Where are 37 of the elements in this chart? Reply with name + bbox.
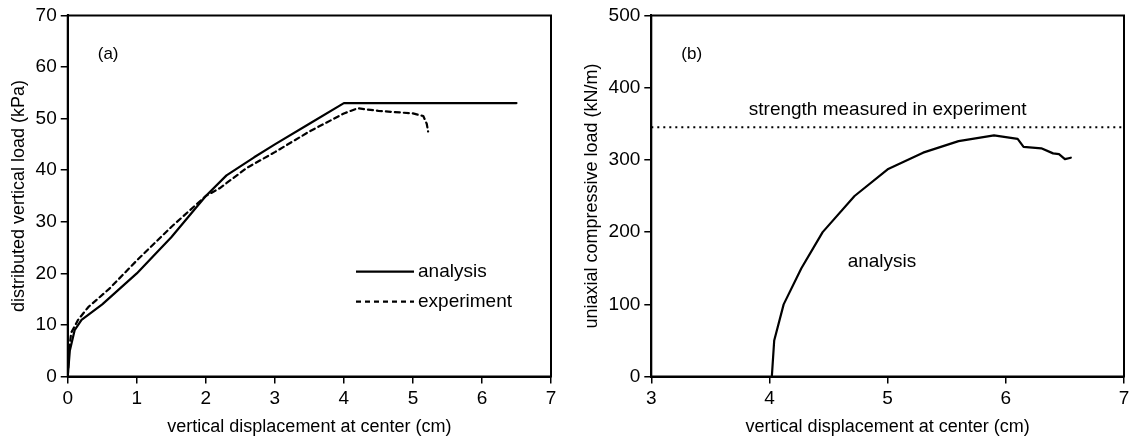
- x-tick-label: 3: [646, 387, 657, 409]
- x-tick-label: 3: [269, 387, 281, 409]
- y-tick-label: 0: [629, 364, 641, 386]
- x-axis-title: vertical displacement at center (cm): [745, 416, 1030, 437]
- x-tick-label: 5: [882, 387, 893, 409]
- ref-line-label: strength measured in experiment: [748, 98, 1028, 120]
- y-tick-label: 100: [608, 292, 641, 314]
- y-axis-title: distributed vertical load (kPa): [7, 79, 28, 313]
- x-tick-label: 1: [131, 387, 143, 409]
- x-tick-label: 2: [200, 387, 212, 409]
- x-axis-title: vertical displacement at center (cm): [167, 416, 452, 437]
- series-label: analysis: [847, 250, 917, 272]
- text: (b): [681, 43, 703, 63]
- y-tick-label: 60: [35, 55, 57, 77]
- legend-label: experiment: [418, 289, 513, 311]
- y-tick-label: 300: [608, 148, 641, 170]
- y-tick-label: 40: [35, 158, 57, 180]
- x-tick-label: 6: [476, 387, 488, 409]
- y-tick-label: 0: [46, 364, 57, 386]
- y-tick-label: 70: [35, 3, 57, 25]
- x-tick-label: 0: [62, 387, 74, 409]
- y-tick-label: 400: [608, 75, 641, 97]
- y-tick-label: 10: [35, 313, 57, 335]
- x-tick-label: 7: [1118, 387, 1130, 409]
- legend-label: analysis: [418, 259, 487, 281]
- x-tick-label: 7: [545, 387, 557, 409]
- y-tick-label: 20: [35, 261, 57, 283]
- x-tick-label: 5: [407, 387, 419, 409]
- x-tick-label: 4: [764, 387, 776, 409]
- x-tick-label: 6: [1000, 387, 1012, 409]
- y-tick-label: 50: [35, 106, 57, 128]
- y-tick-label: 200: [608, 220, 641, 242]
- text: (a): [97, 43, 119, 63]
- x-tick-label: 4: [338, 387, 350, 409]
- y-axis-title: uniaxial compressive load (kN/m): [580, 63, 601, 329]
- y-tick-label: 30: [35, 210, 57, 232]
- y-tick-label: 500: [608, 3, 641, 25]
